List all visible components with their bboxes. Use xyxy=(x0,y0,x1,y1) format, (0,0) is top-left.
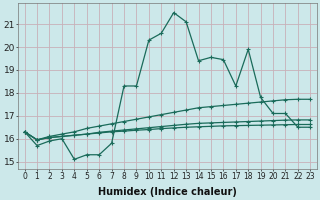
X-axis label: Humidex (Indice chaleur): Humidex (Indice chaleur) xyxy=(98,187,237,197)
